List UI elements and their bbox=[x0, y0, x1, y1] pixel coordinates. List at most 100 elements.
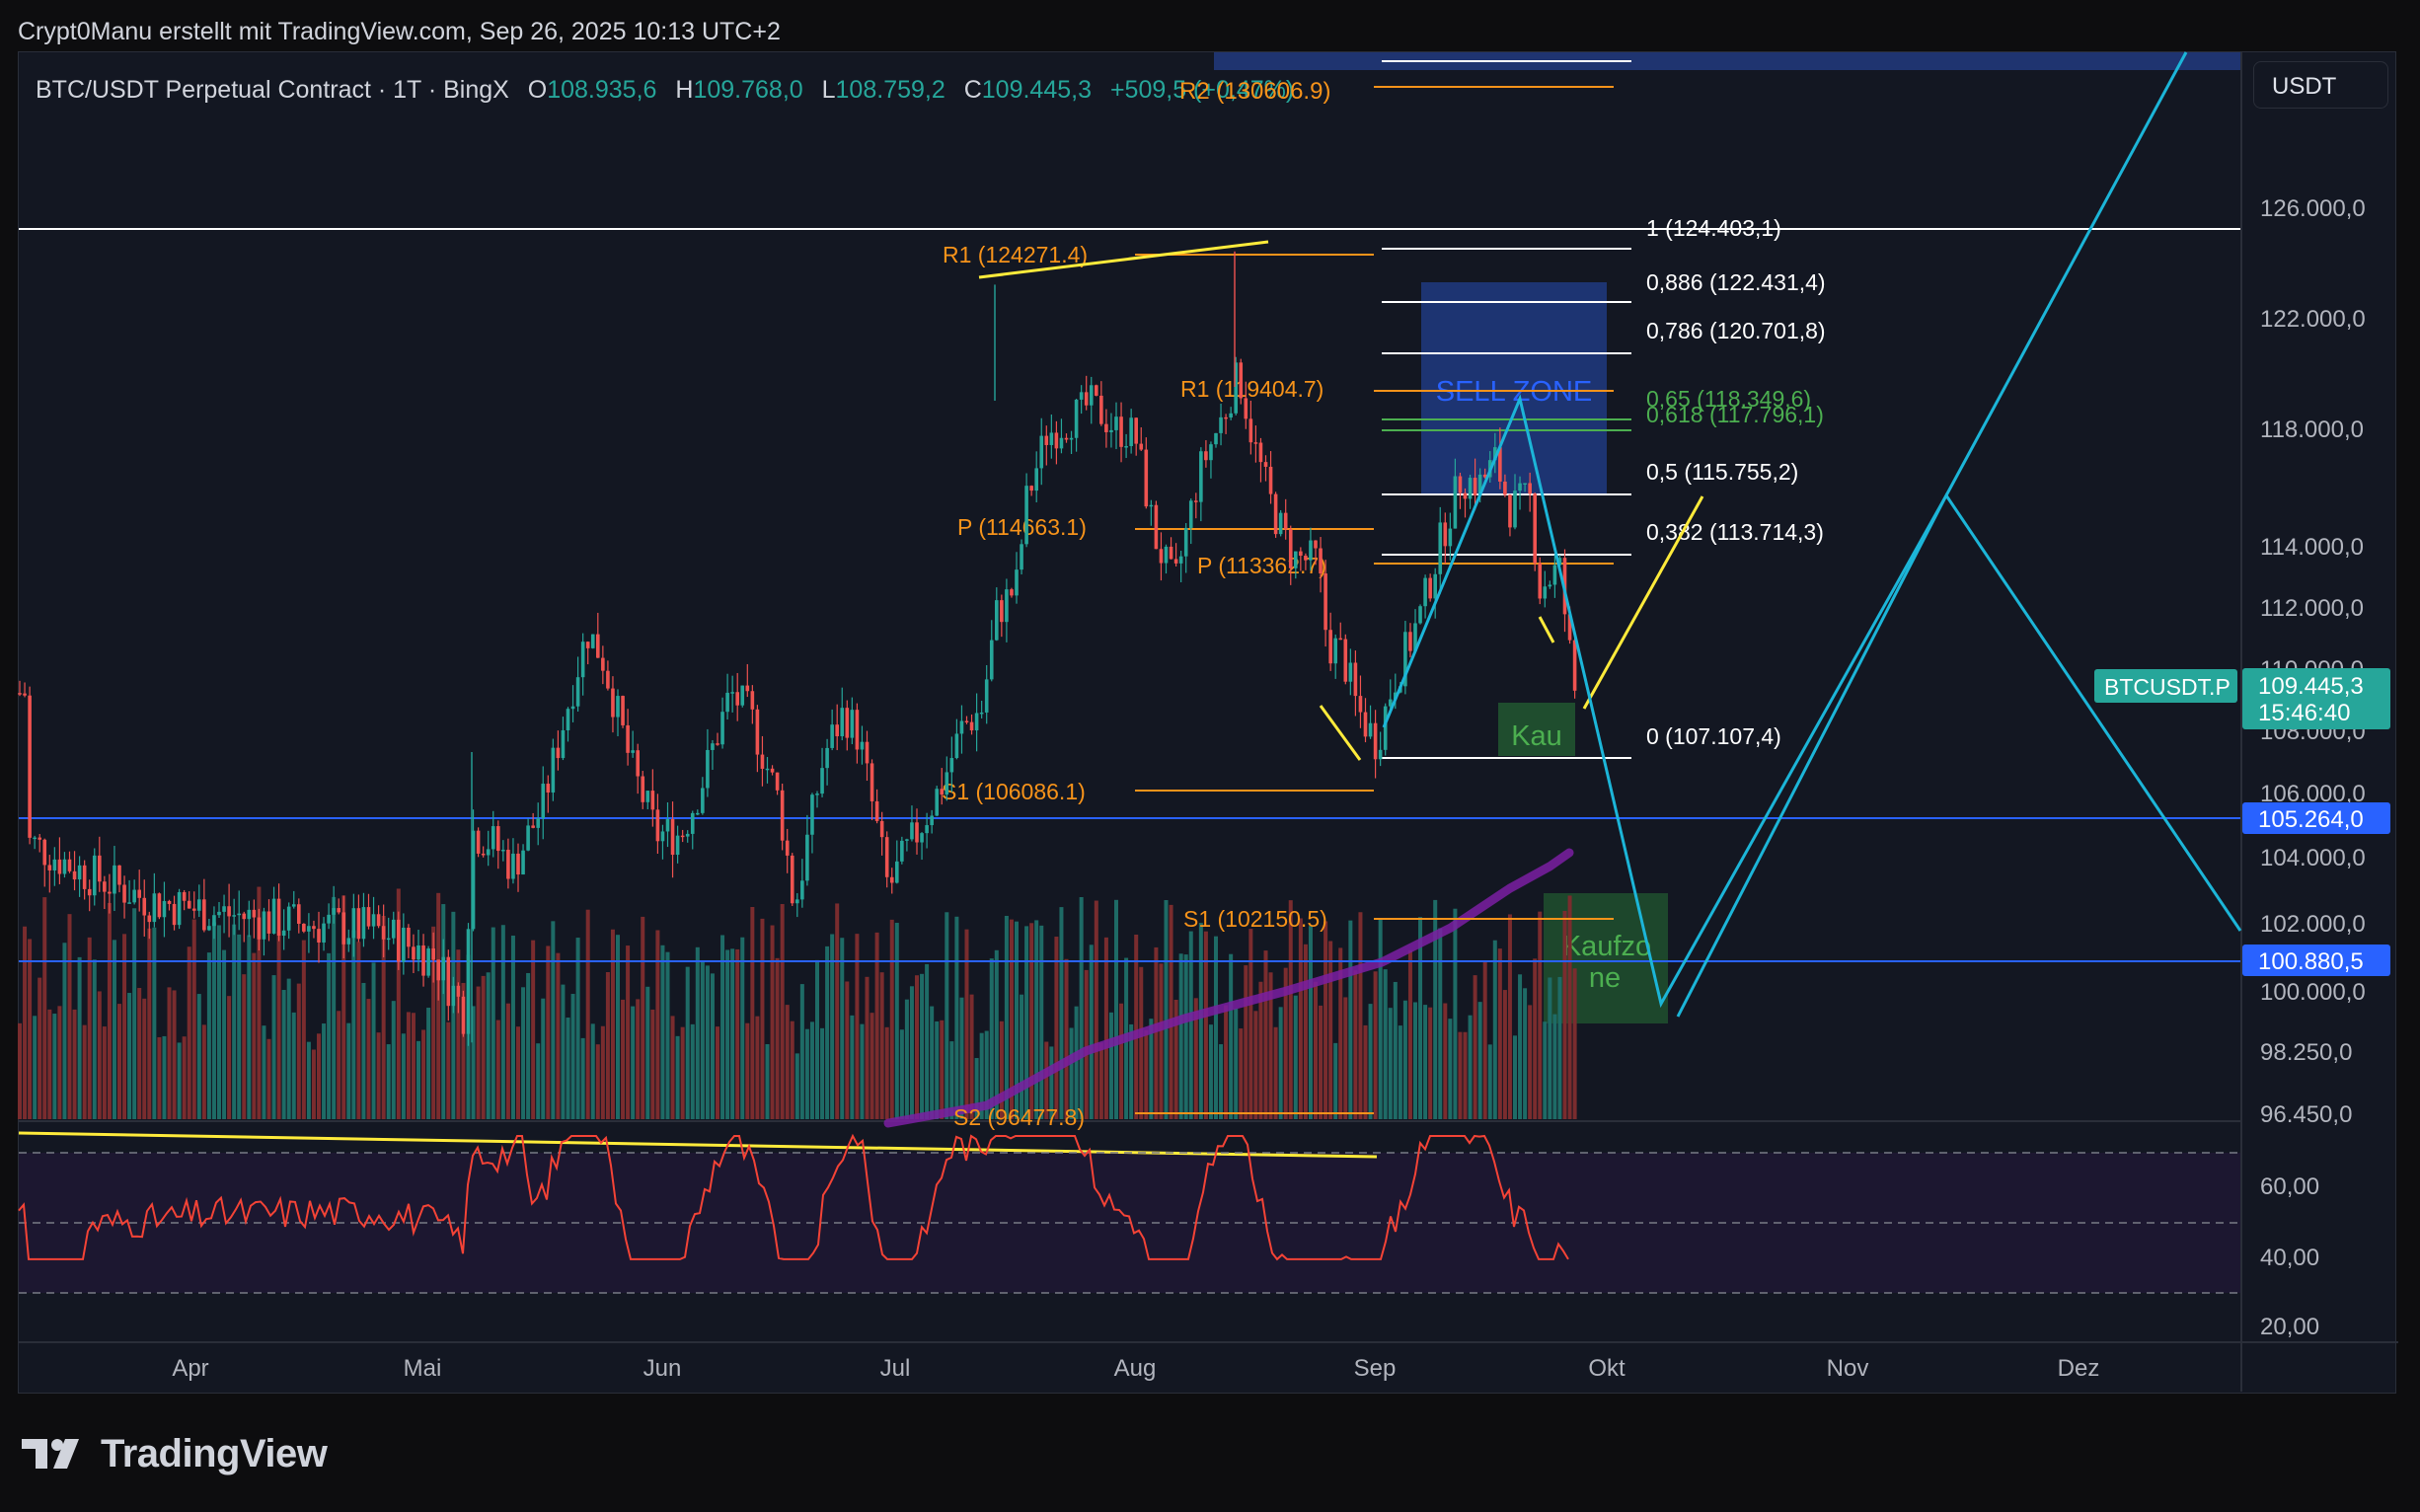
candle-body bbox=[696, 812, 700, 815]
volume-bar bbox=[1423, 1005, 1428, 1119]
volume-bar bbox=[1328, 941, 1333, 1119]
volume-bar bbox=[954, 916, 959, 1119]
candle-body bbox=[1343, 639, 1348, 682]
candle-body bbox=[297, 904, 301, 924]
symbol-title: BTC/USDT Perpetual Contract · 1T · BingX bbox=[36, 76, 509, 104]
candle-body bbox=[286, 906, 291, 931]
candle-body bbox=[67, 859, 72, 871]
volume-bar bbox=[92, 959, 97, 1119]
cyan-projection bbox=[1382, 394, 2242, 1009]
candle-body bbox=[501, 849, 505, 852]
candle-body bbox=[1183, 527, 1188, 557]
volume-bar bbox=[1094, 900, 1098, 1119]
volume-bar bbox=[237, 934, 242, 1119]
volume-bar bbox=[327, 952, 332, 1119]
currency-button[interactable]: USDT bbox=[2253, 61, 2388, 109]
candle-body bbox=[701, 788, 705, 813]
candle-body bbox=[745, 685, 750, 692]
volume-bar bbox=[266, 1038, 271, 1119]
candle-body bbox=[1229, 413, 1233, 418]
volume-bar bbox=[690, 1023, 695, 1119]
price-tick-label: 100.000,0 bbox=[2260, 979, 2366, 1006]
volume-bar bbox=[196, 994, 201, 1119]
volume-bar bbox=[1363, 1024, 1368, 1119]
volume-bar bbox=[1263, 950, 1268, 1119]
volume-bar bbox=[600, 1025, 605, 1119]
time-tick-label: Sep bbox=[1354, 1355, 1397, 1382]
volume-bar bbox=[940, 1020, 945, 1119]
candle-body bbox=[641, 776, 645, 802]
volume-bar bbox=[1208, 1024, 1213, 1119]
volume-bar bbox=[1413, 1002, 1417, 1119]
cyan-projection-up bbox=[1944, 51, 2188, 496]
candle-body bbox=[810, 794, 814, 835]
volume-bar bbox=[984, 1030, 989, 1119]
volume-bar bbox=[1239, 1028, 1244, 1119]
tradingview-logo-icon bbox=[22, 1439, 79, 1469]
candle-body bbox=[570, 706, 575, 710]
candle-body bbox=[122, 884, 126, 903]
candle-body bbox=[1109, 429, 1113, 432]
candle-body bbox=[1010, 589, 1014, 596]
volume-bar bbox=[167, 987, 172, 1119]
volume-bar bbox=[1473, 975, 1477, 1119]
candle-body bbox=[1224, 416, 1228, 419]
volume-bar bbox=[281, 990, 286, 1119]
candle-body bbox=[1428, 577, 1432, 599]
price-tick-label: 118.000,0 bbox=[2260, 416, 2364, 443]
volume-bar bbox=[1084, 969, 1089, 1119]
volume-bar bbox=[97, 991, 102, 1119]
volume-bar bbox=[1069, 1027, 1074, 1119]
volume-bar bbox=[904, 999, 909, 1119]
volume-bar bbox=[860, 1023, 865, 1119]
volume-bar bbox=[641, 916, 645, 1119]
ohlc-legend: BTC/USDT Perpetual Contract · 1T · BingX… bbox=[36, 76, 1294, 104]
candle-body bbox=[1219, 416, 1223, 433]
candle-body bbox=[397, 919, 401, 962]
price-tick-label: 114.000,0 bbox=[2260, 534, 2364, 561]
candle-body bbox=[690, 812, 695, 834]
volume-bar bbox=[1159, 963, 1164, 1119]
candle-body bbox=[979, 712, 984, 715]
candle-body bbox=[1433, 573, 1437, 599]
candle-body bbox=[1288, 529, 1293, 568]
volume-bar bbox=[1298, 918, 1303, 1119]
volume-bars bbox=[18, 886, 1577, 1119]
volume-bar bbox=[1169, 904, 1173, 1119]
candle-body bbox=[755, 709, 760, 755]
volume-bar bbox=[1507, 914, 1512, 1119]
price-axis[interactable]: 126.000,0 122.000,0 118.000,0 114.000,0 112.… bbox=[2260, 195, 2366, 1128]
candle-body bbox=[471, 830, 476, 930]
price-tick-label: 98.250,0 bbox=[2260, 1039, 2352, 1066]
candle-body bbox=[356, 908, 361, 940]
volume-bar bbox=[416, 1040, 420, 1119]
volume-bar bbox=[232, 924, 237, 1119]
fib-label: 0,382 (113.714,3) bbox=[1646, 519, 1824, 545]
time-axis[interactable]: Apr Mai Jun Jul Aug Sep Okt Nov Dez bbox=[172, 1355, 2099, 1382]
candle-body bbox=[835, 724, 839, 736]
volume-bar bbox=[1308, 926, 1313, 1119]
ema-line bbox=[883, 848, 1574, 1128]
volume-bar bbox=[481, 975, 486, 1119]
volume-bar bbox=[645, 986, 650, 1119]
candle-body bbox=[1552, 565, 1557, 585]
volume-bar bbox=[286, 978, 291, 1119]
candle-body bbox=[262, 911, 266, 940]
candle-body bbox=[1368, 722, 1373, 737]
candle-body bbox=[1069, 437, 1074, 440]
volume-bar bbox=[1388, 1008, 1393, 1119]
candle-body bbox=[905, 839, 909, 841]
kaufzone-label-1: Kaufzo bbox=[1562, 931, 1651, 962]
volume-bar bbox=[1004, 915, 1009, 1119]
candle-body bbox=[132, 889, 136, 903]
candle-body bbox=[1473, 478, 1477, 495]
volume-bar bbox=[680, 1026, 685, 1119]
horizontal-lines bbox=[19, 60, 2240, 962]
volume-bar bbox=[495, 1020, 500, 1119]
candle-body bbox=[1463, 492, 1468, 499]
candle-body bbox=[820, 768, 824, 794]
candle-body bbox=[989, 640, 994, 680]
volume-bar bbox=[605, 971, 610, 1119]
candle-body bbox=[865, 741, 870, 764]
